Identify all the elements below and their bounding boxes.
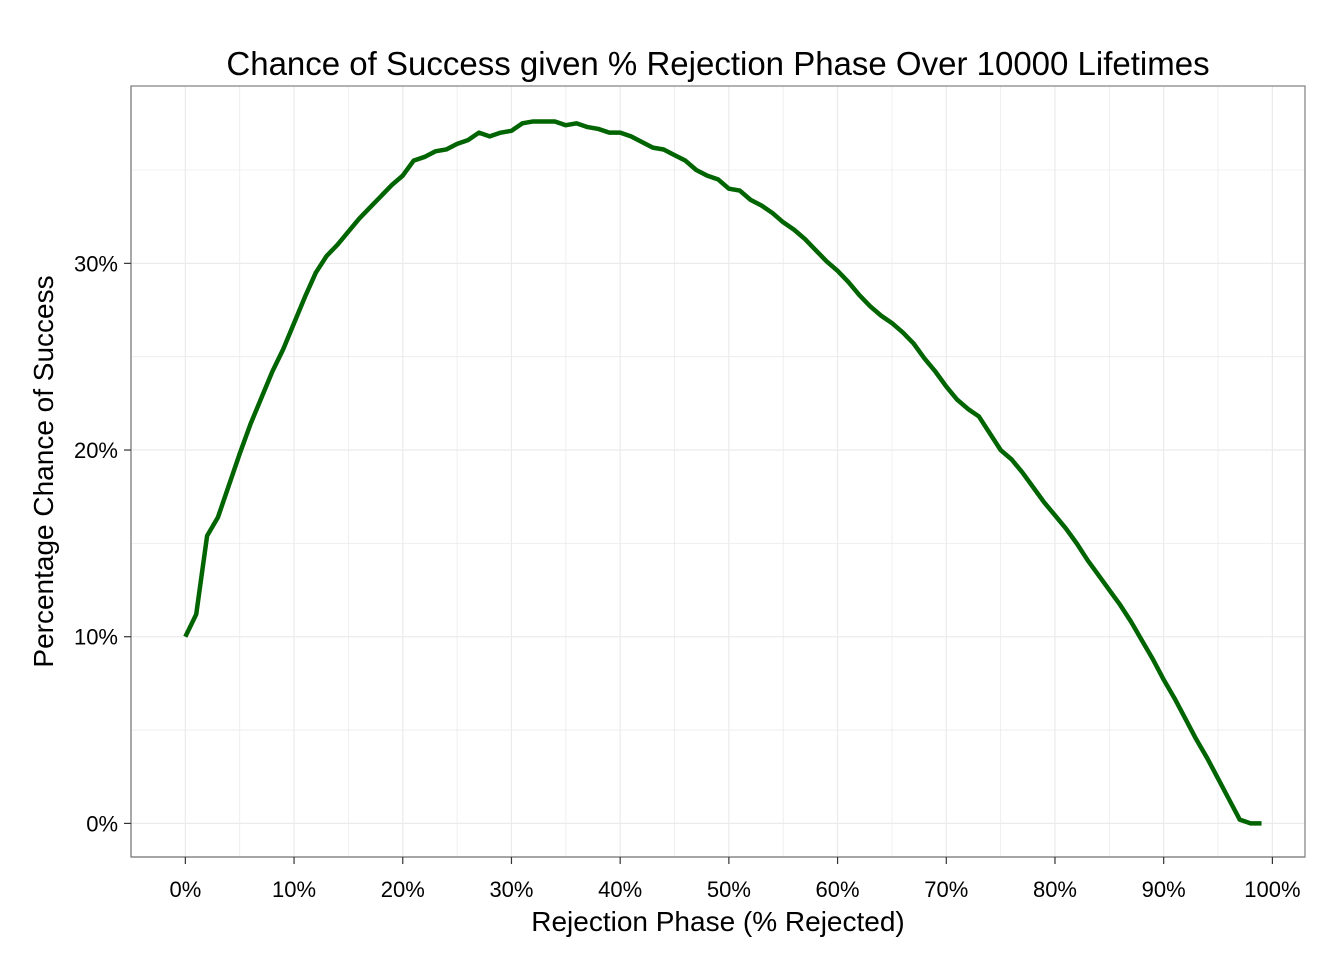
y-tick-label: 10% <box>74 625 118 650</box>
x-tick-label: 50% <box>707 877 751 902</box>
y-tick-label: 20% <box>74 438 118 463</box>
y-axis-title: Percentage Chance of Success <box>28 275 59 667</box>
x-tick-label: 70% <box>924 877 968 902</box>
y-axis: 0% 10% 20% 30% <box>74 86 132 857</box>
y-tick-label: 30% <box>74 251 118 276</box>
x-axis: 0% 10% 20% 30% 40% 50% 60% 70% 80% 90% 100% <box>131 856 1305 902</box>
y-tick-label: 0% <box>86 811 118 836</box>
x-tick-label: 90% <box>1142 877 1186 902</box>
x-axis-title: Rejection Phase (% Rejected) <box>531 906 905 937</box>
x-tick-label: 20% <box>381 877 425 902</box>
x-tick-label: 80% <box>1033 877 1077 902</box>
x-tick-label: 0% <box>169 877 201 902</box>
plot-panel-border <box>130 85 1306 858</box>
minor-gridlines <box>131 86 1305 857</box>
x-tick-label: 40% <box>598 877 642 902</box>
x-tick-label: 100% <box>1244 877 1300 902</box>
major-gridlines <box>131 86 1305 857</box>
x-tick-label: 30% <box>489 877 533 902</box>
x-tick-label: 10% <box>272 877 316 902</box>
x-tick-label: 60% <box>816 877 860 902</box>
series-line <box>183 119 1262 826</box>
chart-title: Chance of Success given % Rejection Phas… <box>226 45 1209 82</box>
series-layer <box>183 119 1262 826</box>
